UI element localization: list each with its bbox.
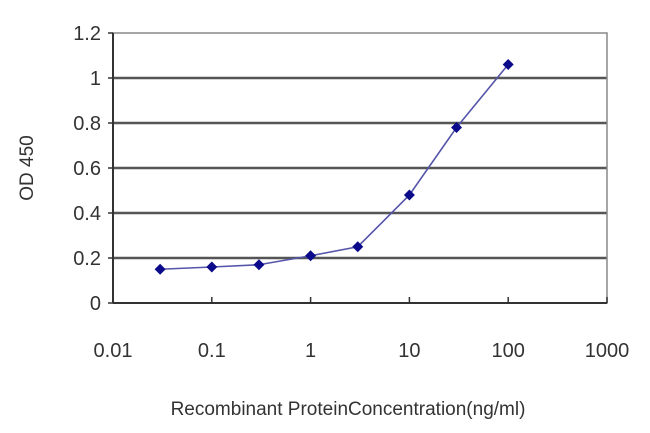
- x-tick-label: 1000: [585, 340, 630, 362]
- y-tick-label: 0.4: [73, 203, 101, 225]
- x-tick-label: 1: [305, 340, 316, 362]
- diamond-marker-icon: [403, 189, 415, 201]
- diamond-marker-icon: [206, 261, 218, 273]
- y-tick-label: 0.2: [73, 248, 101, 270]
- diamond-marker-icon: [352, 241, 364, 253]
- axes: [108, 32, 608, 304]
- x-tick-label: 10: [398, 340, 420, 362]
- x-tick-label: 0.01: [94, 340, 133, 362]
- gridlines: [113, 76, 607, 260]
- diamond-marker-icon: [502, 59, 514, 70]
- y-tick-label: 0.6: [73, 158, 101, 180]
- data-series: [154, 59, 514, 275]
- x-axis-title: Recombinant ProteinConcentration(ng/ml): [171, 399, 526, 420]
- y-tick-label: 1.2: [73, 23, 101, 45]
- diamond-marker-icon: [451, 122, 463, 133]
- x-tick-label: 0.1: [198, 340, 226, 362]
- y-tick-label: 1: [90, 68, 101, 90]
- y-tick-label: 0.8: [73, 113, 101, 135]
- y-tick-label: 0: [90, 293, 101, 315]
- diamond-marker-icon: [253, 259, 265, 271]
- series-line: [160, 63, 509, 271]
- x-axis-tick-labels: 0.01 0.1 1 10 100 1000: [94, 340, 630, 362]
- diamond-marker-icon: [305, 250, 317, 262]
- y-axis-tick-labels: 0 0.2 0.4 0.6 0.8 1 1.2: [73, 23, 101, 315]
- diamond-marker-icon: [154, 263, 166, 275]
- y-axis-title: OD 450: [17, 135, 38, 200]
- x-tick-label: 100: [492, 340, 525, 362]
